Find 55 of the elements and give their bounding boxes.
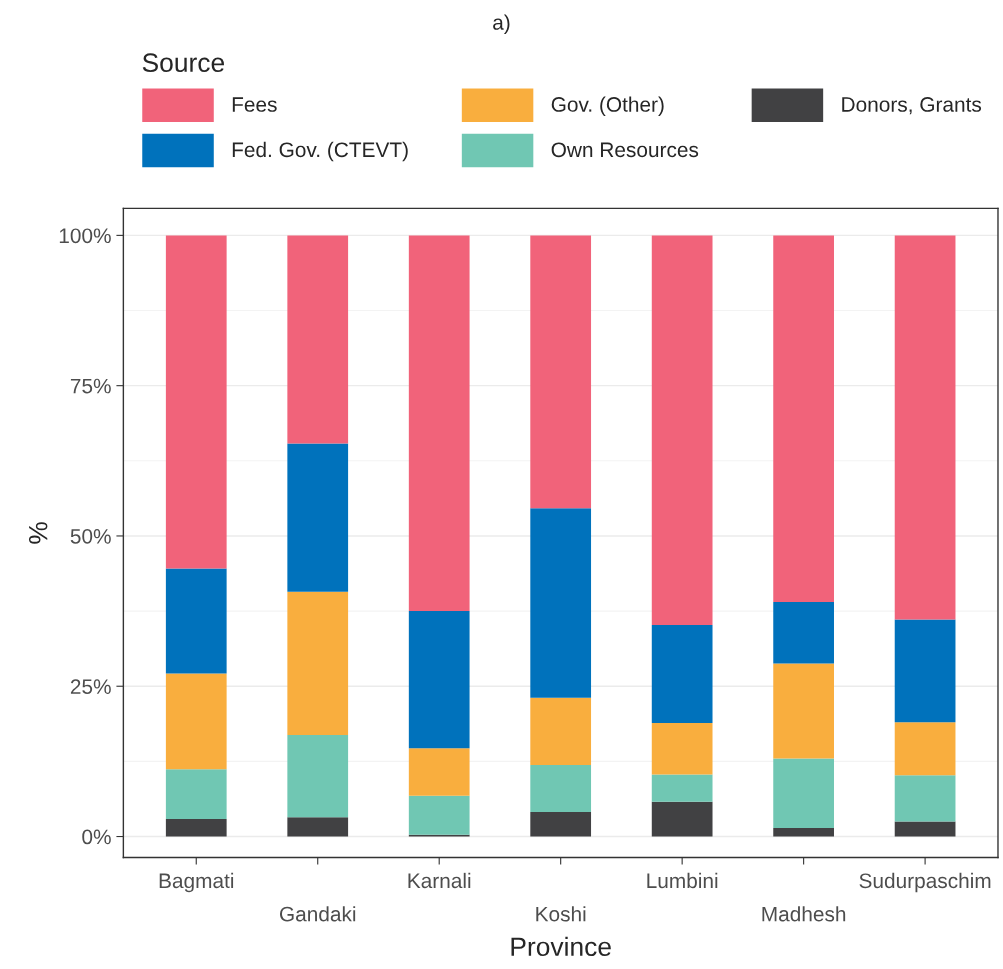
bar bbox=[408, 795, 470, 835]
y-tick-label: 25% bbox=[70, 679, 111, 694]
x-tick-label: Sudurpaschim bbox=[859, 872, 991, 893]
bar bbox=[894, 235, 956, 620]
bar bbox=[165, 235, 227, 569]
bar bbox=[651, 774, 713, 802]
bar bbox=[651, 624, 713, 723]
bar bbox=[773, 758, 834, 829]
bar bbox=[408, 611, 470, 749]
bar bbox=[165, 673, 227, 770]
bar bbox=[165, 568, 227, 674]
y-tick-label: 50% bbox=[70, 528, 111, 544]
x-axis-title: Province bbox=[511, 936, 611, 957]
bar bbox=[530, 697, 592, 765]
bar bbox=[651, 801, 713, 837]
bar bbox=[651, 722, 713, 775]
x-tick-label: Madhesh bbox=[762, 906, 846, 922]
bar bbox=[894, 821, 956, 837]
chart-title: a) bbox=[493, 14, 510, 34]
y-tick-label: 75% bbox=[70, 378, 111, 394]
bar bbox=[894, 619, 956, 723]
bar bbox=[894, 775, 956, 822]
bar bbox=[287, 734, 349, 818]
bar bbox=[408, 235, 470, 612]
legend-title: Source bbox=[142, 53, 224, 73]
bar bbox=[530, 508, 592, 698]
legend-label: Gov. (Other) bbox=[551, 96, 664, 116]
legend-label: Donors, Grants bbox=[842, 97, 982, 115]
x-tick-label: Gandaki bbox=[279, 906, 356, 922]
bar bbox=[773, 602, 834, 664]
bar bbox=[530, 811, 592, 837]
bar bbox=[530, 764, 592, 812]
bar bbox=[773, 828, 834, 837]
bar bbox=[287, 817, 349, 837]
bar bbox=[894, 722, 956, 776]
bar bbox=[165, 819, 227, 837]
x-tick-label: Lumbini bbox=[647, 872, 718, 889]
y-tick-label: 0% bbox=[82, 829, 111, 845]
legend-label: Fed. Gov. (CTEVT) bbox=[232, 141, 408, 162]
x-tick-label: Bagmati bbox=[159, 872, 234, 893]
bar bbox=[773, 663, 834, 759]
bar bbox=[287, 591, 349, 735]
x-tick-label: Karnali bbox=[408, 872, 471, 889]
bar bbox=[651, 235, 713, 625]
bar bbox=[530, 235, 592, 509]
bar bbox=[287, 443, 349, 592]
bar bbox=[287, 235, 349, 444]
legend-label: Fees bbox=[232, 97, 277, 112]
legend-label: Own Resources bbox=[551, 142, 699, 158]
bar bbox=[408, 748, 470, 796]
y-axis-title: % bbox=[28, 522, 48, 544]
x-tick-label: Koshi bbox=[536, 906, 586, 922]
bar bbox=[165, 769, 227, 820]
bar bbox=[773, 235, 834, 603]
y-tick-label: 100% bbox=[59, 228, 111, 244]
